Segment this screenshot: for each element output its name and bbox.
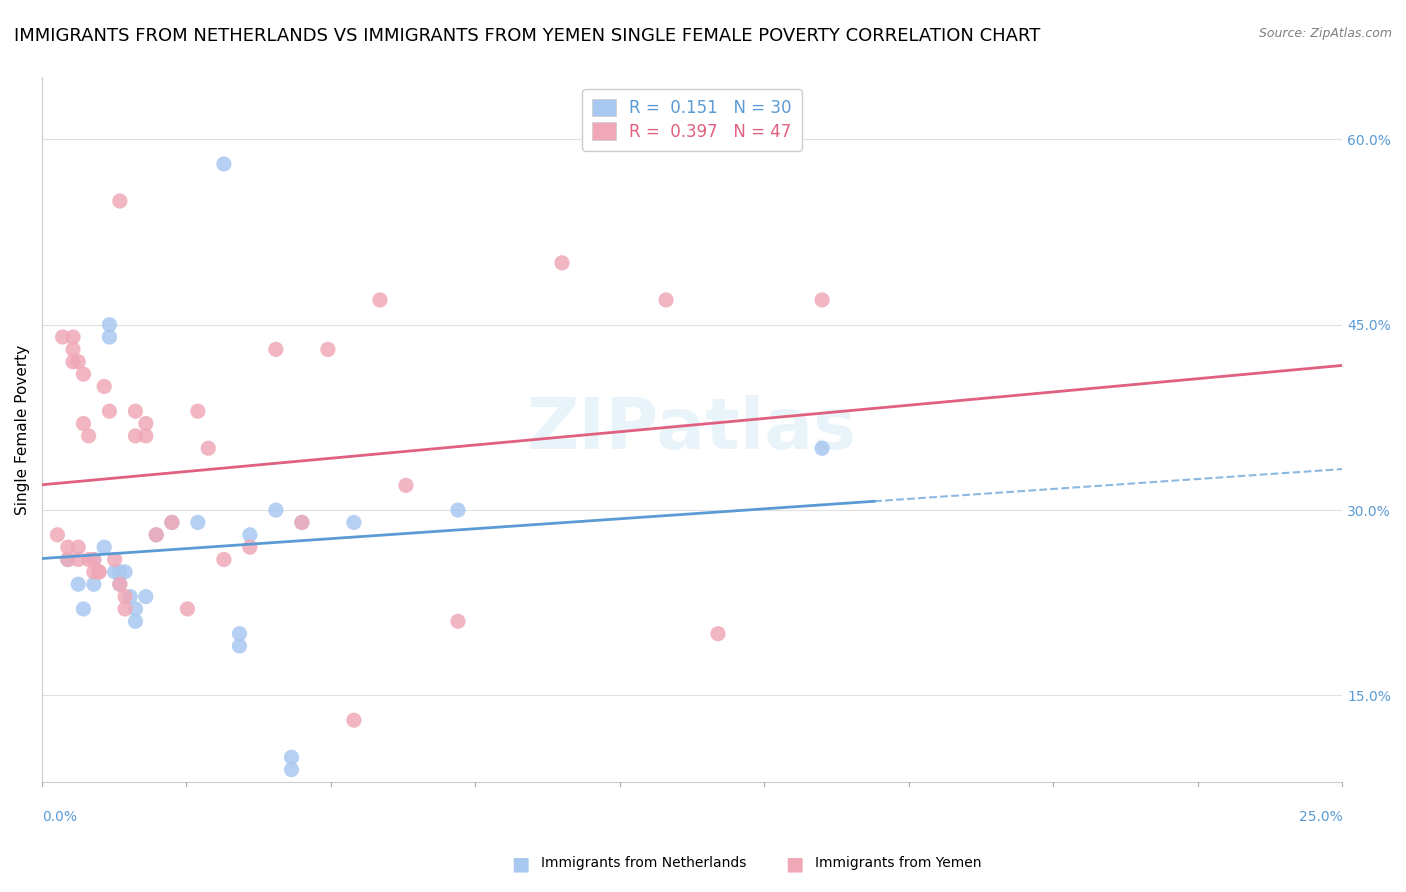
Point <box>176 602 198 616</box>
Point <box>83 552 105 566</box>
Point <box>83 577 105 591</box>
Point <box>77 552 100 566</box>
Point <box>655 293 678 307</box>
Point <box>83 565 105 579</box>
Point <box>67 552 90 566</box>
Point <box>93 540 115 554</box>
Point <box>343 516 366 530</box>
Point <box>87 565 110 579</box>
Point <box>67 355 90 369</box>
Point <box>145 528 167 542</box>
Point <box>135 590 157 604</box>
Point <box>98 404 121 418</box>
Point <box>811 293 834 307</box>
Point <box>239 540 262 554</box>
Point <box>72 417 94 431</box>
Point <box>368 293 391 307</box>
Point <box>124 429 146 443</box>
Point <box>160 516 183 530</box>
Point <box>62 355 84 369</box>
Point <box>114 602 136 616</box>
Point <box>114 590 136 604</box>
Point <box>212 157 235 171</box>
Point <box>135 417 157 431</box>
Point <box>135 429 157 443</box>
Point <box>811 442 834 456</box>
Point <box>104 565 127 579</box>
Point <box>46 528 69 542</box>
Point <box>187 404 209 418</box>
Point <box>239 528 262 542</box>
Text: ■: ■ <box>785 854 804 873</box>
Point <box>108 194 131 208</box>
Point <box>280 763 302 777</box>
Point <box>72 602 94 616</box>
Point <box>108 577 131 591</box>
Point <box>228 626 250 640</box>
Legend: R =  0.151   N = 30, R =  0.397   N = 47: R = 0.151 N = 30, R = 0.397 N = 47 <box>582 89 801 151</box>
Point <box>291 516 314 530</box>
Point <box>120 590 142 604</box>
Point <box>108 577 131 591</box>
Point <box>62 330 84 344</box>
Point <box>56 540 79 554</box>
Point <box>316 343 339 357</box>
Point <box>160 516 183 530</box>
Point <box>228 639 250 653</box>
Text: 25.0%: 25.0% <box>1299 810 1343 824</box>
Point <box>124 404 146 418</box>
Point <box>212 552 235 566</box>
Point <box>114 565 136 579</box>
Y-axis label: Single Female Poverty: Single Female Poverty <box>15 344 30 515</box>
Point <box>447 503 470 517</box>
Point <box>67 577 90 591</box>
Point <box>343 713 366 727</box>
Text: 0.0%: 0.0% <box>42 810 77 824</box>
Point <box>291 516 314 530</box>
Point <box>551 256 574 270</box>
Point <box>77 429 100 443</box>
Point <box>124 602 146 616</box>
Point <box>197 442 219 456</box>
Point <box>72 367 94 381</box>
Text: Immigrants from Yemen: Immigrants from Yemen <box>815 856 981 871</box>
Point <box>145 528 167 542</box>
Point <box>93 379 115 393</box>
Point <box>280 750 302 764</box>
Text: ZIPatlas: ZIPatlas <box>527 395 858 464</box>
Point <box>67 540 90 554</box>
Point <box>52 330 75 344</box>
Point <box>87 565 110 579</box>
Point <box>98 318 121 332</box>
Point <box>56 552 79 566</box>
Point <box>264 503 287 517</box>
Text: ■: ■ <box>510 854 530 873</box>
Point <box>98 330 121 344</box>
Point <box>264 343 287 357</box>
Text: Immigrants from Netherlands: Immigrants from Netherlands <box>541 856 747 871</box>
Point <box>83 552 105 566</box>
Point <box>395 478 418 492</box>
Point <box>104 552 127 566</box>
Text: Source: ZipAtlas.com: Source: ZipAtlas.com <box>1258 27 1392 40</box>
Text: IMMIGRANTS FROM NETHERLANDS VS IMMIGRANTS FROM YEMEN SINGLE FEMALE POVERTY CORRE: IMMIGRANTS FROM NETHERLANDS VS IMMIGRANT… <box>14 27 1040 45</box>
Point <box>62 343 84 357</box>
Point <box>108 565 131 579</box>
Point <box>56 552 79 566</box>
Point <box>187 516 209 530</box>
Point <box>447 615 470 629</box>
Point <box>707 626 730 640</box>
Point <box>124 615 146 629</box>
